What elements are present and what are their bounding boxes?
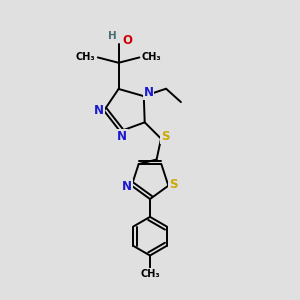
Text: CH₃: CH₃	[142, 52, 161, 62]
Text: N: N	[94, 104, 103, 117]
Text: N: N	[122, 180, 132, 193]
Text: CH₃: CH₃	[76, 52, 95, 62]
Text: N: N	[117, 130, 127, 143]
Text: CH₃: CH₃	[140, 269, 160, 279]
Text: H: H	[108, 31, 116, 41]
Text: N: N	[143, 86, 154, 99]
Text: S: S	[161, 130, 170, 143]
Text: O: O	[122, 34, 133, 47]
Text: S: S	[169, 178, 177, 191]
